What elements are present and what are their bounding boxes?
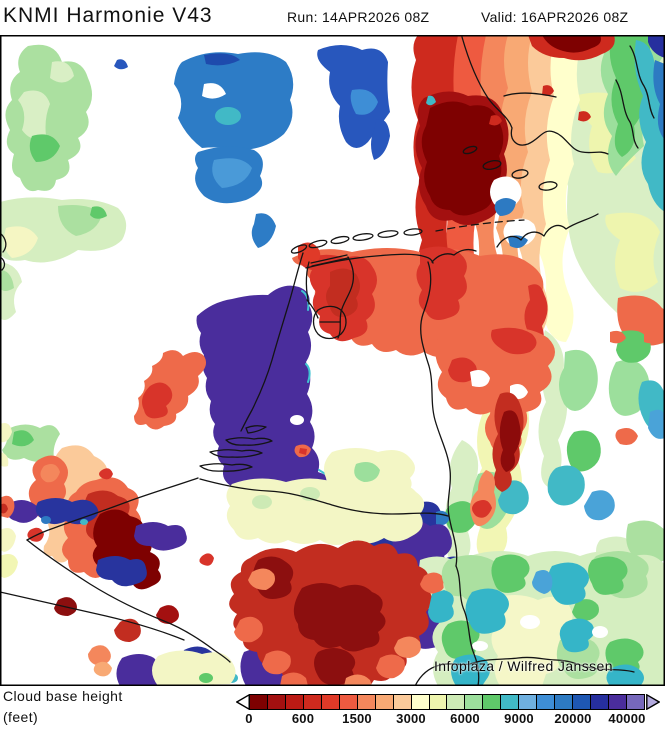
colorbar-cell <box>519 695 538 709</box>
colorbar-cell <box>250 695 268 709</box>
colorbar-ticks: 0 600 1500 3000 6000 9000 20000 40000 <box>245 711 646 727</box>
colorbar-cell <box>267 695 286 709</box>
colorbar-cell <box>609 695 628 709</box>
colorbar-cell <box>573 695 592 709</box>
colorbar-tick-label: 20000 <box>554 711 592 726</box>
colorbar-cell <box>411 695 430 709</box>
colorbar-tick-label: 9000 <box>504 711 534 726</box>
colorbar-cell <box>375 695 394 709</box>
run-timestamp: Run: 14APR2026 08Z <box>287 9 430 25</box>
map-attribution: Infoplaza / Wilfred Janssen <box>434 658 613 674</box>
legend-unit: (feet) <box>3 709 39 725</box>
colorbar-tick-label: 1500 <box>342 711 372 726</box>
colorbar-left-arrow-icon <box>236 694 250 710</box>
colorbar-tick-label: 3000 <box>396 711 426 726</box>
colorbar: 0 600 1500 3000 6000 9000 20000 40000 <box>236 694 660 728</box>
valid-timestamp: Valid: 16APR2026 08Z <box>481 9 629 25</box>
colorbar-cell <box>465 695 484 709</box>
colorbar-cell <box>537 695 556 709</box>
colorbar-cell <box>591 695 610 709</box>
colorbar-tick-label: 40000 <box>608 711 646 726</box>
colorbar-cell <box>393 695 412 709</box>
colorbar-cells <box>249 694 645 710</box>
legend-title: Cloud base height <box>3 688 123 704</box>
colorbar-cell <box>483 695 502 709</box>
colorbar-cell <box>303 695 322 709</box>
cloud-field-layer <box>0 35 665 686</box>
colorbar-cell <box>627 695 644 709</box>
map-frame <box>0 35 665 686</box>
colorbar-right-arrow-icon <box>646 694 660 710</box>
country-borders-layer <box>0 36 655 686</box>
colorbar-cell <box>429 695 448 709</box>
colorbar-cell <box>357 695 376 709</box>
cloud-base-purple-region <box>196 285 352 516</box>
colorbar-cell <box>321 695 340 709</box>
colorbar-cell <box>339 695 358 709</box>
page-title: KNMI Harmonie V43 <box>3 4 213 27</box>
colorbar-cell <box>285 695 304 709</box>
colorbar-cell <box>447 695 466 709</box>
colorbar-cell <box>501 695 520 709</box>
colorbar-tick-label: 600 <box>291 711 315 726</box>
colorbar-cell <box>555 695 574 709</box>
header: KNMI Harmonie V43 Run: 14APR2026 08Z Val… <box>0 0 665 35</box>
weather-map <box>0 35 665 686</box>
colorbar-tick-label: 6000 <box>450 711 480 726</box>
colorbar-tick-label: 0 <box>245 711 253 726</box>
